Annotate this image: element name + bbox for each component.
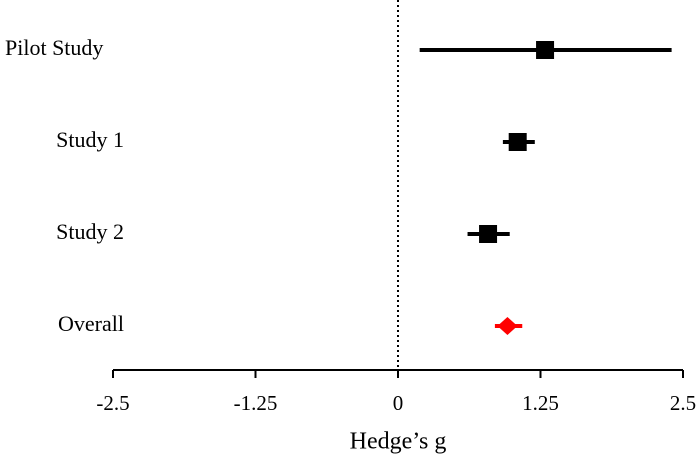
x-tick-label: 0 <box>393 391 404 415</box>
row-label: Overall <box>58 311 124 336</box>
point-estimate <box>479 225 498 243</box>
x-tick-label: 2.5 <box>670 391 696 415</box>
x-tick-label: 1.25 <box>522 391 559 415</box>
point-estimate <box>497 317 518 335</box>
x-tick-label: -1.25 <box>234 391 278 415</box>
point-estimate <box>508 133 527 151</box>
x-axis-label: Hedge’s g <box>350 429 447 455</box>
point-estimate <box>536 41 555 59</box>
row-label: Study 2 <box>56 219 124 244</box>
x-tick-label: -2.5 <box>96 391 129 415</box>
row-label: Pilot Study <box>5 35 103 60</box>
row-label: Study 1 <box>56 127 124 152</box>
